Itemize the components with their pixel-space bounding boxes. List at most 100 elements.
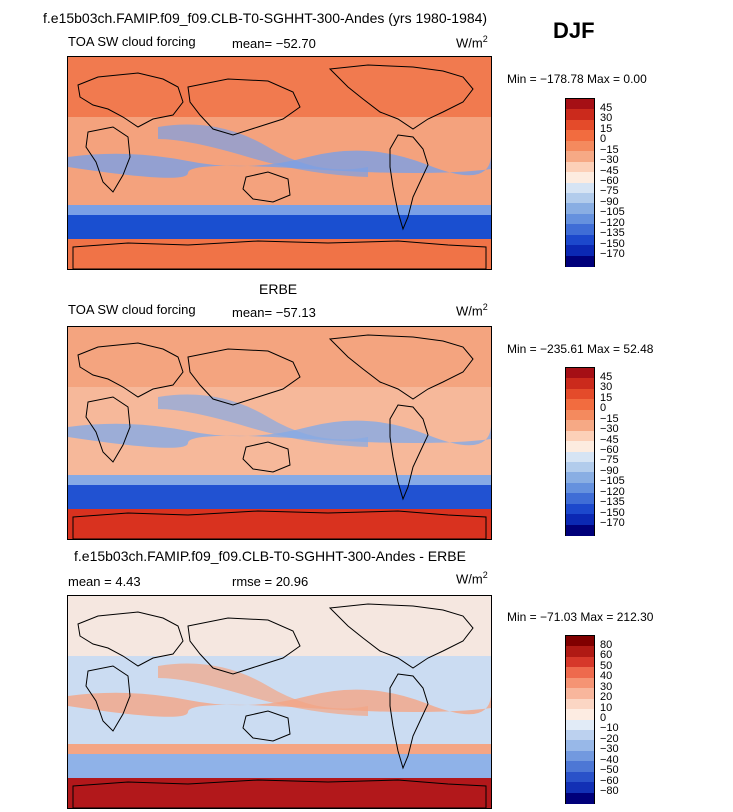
colorbar-tick-label: −120 bbox=[600, 216, 625, 229]
colorbar-tick-label: −50 bbox=[600, 764, 619, 777]
panel-2-units: W/m2 bbox=[456, 302, 488, 319]
continent-outline bbox=[389, 404, 429, 501]
colorbar-tick-label: −150 bbox=[600, 237, 625, 250]
colorbar-segment bbox=[566, 514, 594, 526]
panel-2-mean: mean= −57.13 bbox=[232, 305, 316, 320]
panel-3-minmax: Min = −71.03 Max = 212.30 bbox=[507, 610, 654, 624]
colorbar-segment bbox=[566, 750, 594, 762]
colorbar-tick-label: −75 bbox=[600, 454, 619, 467]
continent-outline bbox=[242, 710, 291, 742]
colorbar-tick-label: −15 bbox=[600, 412, 619, 425]
case-title: f.e15b03ch.FAMIP.f09_f09.CLB-T0-SGHHT-30… bbox=[43, 10, 488, 26]
colorbar-tick-label: −40 bbox=[600, 753, 619, 766]
colorbar-tick-label: −30 bbox=[600, 423, 619, 436]
continent-outline bbox=[187, 78, 301, 136]
colorbar-segment bbox=[566, 378, 594, 390]
panel-3-rmse: rmse = 20.96 bbox=[232, 574, 309, 589]
colorbar-tick-label: 20 bbox=[600, 691, 613, 704]
continent-outline bbox=[77, 611, 184, 667]
continent-outline bbox=[242, 171, 291, 203]
colorbar-segment bbox=[566, 234, 594, 246]
panel-3-map-field bbox=[68, 596, 491, 808]
colorbar-segment bbox=[566, 461, 594, 473]
colorbar-segment bbox=[566, 740, 594, 752]
panel-3-colorbar bbox=[565, 635, 595, 804]
panel-1-colorbar-labels: 45 30 15 0 −15 −30 −45 −60 −75 −90 −105 −120 −135 −15… bbox=[600, 98, 650, 265]
northern-band bbox=[68, 327, 491, 387]
continent-outline bbox=[85, 665, 131, 732]
colorbar-segment bbox=[566, 409, 594, 421]
panel-1-field-label: TOA SW cloud forcing bbox=[68, 34, 196, 49]
colorbar-segment bbox=[566, 119, 594, 131]
colorbar-segment bbox=[566, 761, 594, 773]
convergence-zone bbox=[158, 124, 368, 177]
colorbar-segment bbox=[566, 709, 594, 720]
panel-3-map bbox=[67, 595, 492, 809]
southern-band bbox=[68, 215, 491, 239]
panel-2-map bbox=[67, 326, 492, 540]
continent-outline bbox=[72, 240, 487, 269]
colorbar-tick-label: −45 bbox=[600, 164, 619, 177]
panel-1-map bbox=[67, 56, 492, 270]
continent-outline bbox=[389, 673, 429, 770]
panel-3-title: f.e15b03ch.FAMIP.f09_f09.CLB-T0-SGHHT-30… bbox=[74, 548, 466, 564]
colorbar-segment bbox=[566, 698, 594, 710]
colorbar-tick-label: −105 bbox=[600, 206, 625, 219]
colorbar-tick-label: 50 bbox=[600, 659, 613, 672]
colorbar-tick-label: −90 bbox=[600, 464, 619, 477]
continent-outline bbox=[85, 396, 131, 463]
antarctic-band bbox=[68, 509, 491, 539]
continent-outline bbox=[77, 342, 184, 398]
colorbar-segment bbox=[566, 482, 594, 494]
colorbar-tick-label: −45 bbox=[600, 433, 619, 446]
panel-2-colorbar-labels: 45 30 15 0 −15 −30 −45 −60 −75 −90 −105 −120 −135 −15… bbox=[600, 367, 650, 534]
colorbar-tick-label: −60 bbox=[600, 175, 619, 187]
colorbar-segment bbox=[566, 524, 594, 536]
panel-2-minmax: Min = −235.61 Max = 52.48 bbox=[507, 342, 654, 356]
panel-2-map-field bbox=[68, 327, 491, 539]
colorbar-segment bbox=[566, 719, 594, 731]
colorbar-segment bbox=[566, 688, 594, 700]
colorbar-segment bbox=[566, 140, 594, 152]
colorbar-tick-label: −30 bbox=[600, 154, 619, 167]
colorbar-tick-label: −120 bbox=[600, 485, 625, 498]
colorbar-tick-label: 40 bbox=[600, 670, 613, 683]
continent-outline bbox=[72, 779, 487, 808]
panel-3-mean: mean = 4.43 bbox=[68, 574, 141, 589]
colorbar-segment bbox=[566, 109, 594, 121]
colorbar-tick-label: −80 bbox=[600, 785, 619, 798]
colorbar-segment bbox=[566, 430, 594, 442]
colorbar-tick-label: 45 bbox=[600, 101, 613, 114]
colorbar-segment bbox=[566, 245, 594, 257]
colorbar-segment bbox=[566, 203, 594, 215]
panel-1-mean: mean= −52.70 bbox=[232, 36, 316, 51]
colorbar-tick-label: −170 bbox=[600, 248, 625, 261]
convergence-zone bbox=[158, 663, 368, 716]
colorbar-segment bbox=[566, 99, 594, 110]
panel-3-units: W/m2 bbox=[456, 570, 488, 587]
colorbar-segment bbox=[566, 656, 594, 668]
colorbar-segment bbox=[566, 472, 594, 484]
continent-outline bbox=[77, 72, 184, 128]
colorbar-tick-label: 80 bbox=[600, 638, 613, 651]
colorbar-tick-label: 0 bbox=[600, 402, 607, 415]
continent-outline bbox=[389, 134, 429, 231]
colorbar-segment bbox=[566, 151, 594, 163]
colorbar-tick-label: 30 bbox=[600, 112, 613, 125]
colorbar-tick-label: −20 bbox=[600, 732, 619, 745]
colorbar-segment bbox=[566, 224, 594, 236]
continent-outline bbox=[328, 334, 474, 400]
colorbar-segment bbox=[566, 172, 594, 183]
colorbar-tick-label: −170 bbox=[600, 517, 625, 530]
colorbar-segment bbox=[566, 667, 594, 679]
colorbar-segment bbox=[566, 636, 594, 647]
colorbar-segment bbox=[566, 771, 594, 783]
panel-2-colorbar bbox=[565, 367, 595, 536]
panel-1-map-field bbox=[68, 57, 491, 269]
colorbar-tick-label: 45 bbox=[600, 370, 613, 383]
southern-band bbox=[68, 485, 491, 509]
colorbar-segment bbox=[566, 420, 594, 432]
southern-band bbox=[68, 754, 491, 778]
colorbar-tick-label: 30 bbox=[600, 680, 613, 693]
colorbar-tick-label: 0 bbox=[600, 712, 607, 724]
